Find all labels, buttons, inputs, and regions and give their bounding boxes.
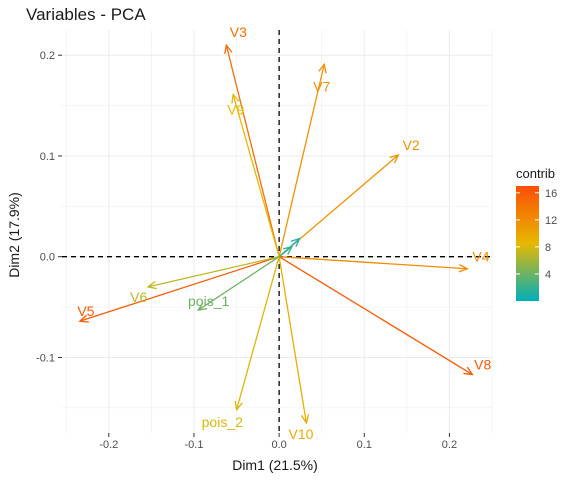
y-tick-label: 0.0 xyxy=(40,252,55,264)
label-v6: V6 xyxy=(130,289,147,305)
label-v9: V9 xyxy=(227,102,244,118)
y-tick-label: -0.1 xyxy=(36,352,55,364)
label-v5: V5 xyxy=(77,303,94,319)
y-axis-ticks: -0.1 0.0 0.1 0.2 xyxy=(36,50,62,364)
x-tick-label: -0.2 xyxy=(99,439,118,451)
x-tick-label: 0.1 xyxy=(357,439,372,451)
legend-title: contrib xyxy=(516,166,555,181)
label-v4: V4 xyxy=(472,249,489,265)
y-axis-title: Dim2 (17.9%) xyxy=(6,192,22,278)
grid xyxy=(62,30,492,433)
legend: contrib 4 8 12 16 xyxy=(516,166,557,301)
arrow-v10 xyxy=(279,257,309,423)
legend-tick-label: 4 xyxy=(545,269,551,281)
arrow-v5 xyxy=(80,257,279,322)
x-axis-title: Dim1 (21.5%) xyxy=(232,457,318,473)
label-v8: V8 xyxy=(474,356,491,372)
arrow-v6 xyxy=(148,257,279,289)
label-v7: V7 xyxy=(313,78,330,94)
x-axis-ticks: -0.2 -0.1 0.0 0.1 0.2 xyxy=(99,433,457,451)
label-pois_2: pois_2 xyxy=(202,414,243,430)
label-v2: V2 xyxy=(403,137,420,153)
x-tick-label: 0.0 xyxy=(271,439,286,451)
legend-tick-label: 16 xyxy=(545,188,557,200)
arrow-v4 xyxy=(279,257,467,272)
legend-tick-label: 12 xyxy=(545,215,557,227)
variable-arrows xyxy=(80,45,473,423)
legend-tick-label: 8 xyxy=(545,242,551,254)
x-tick-label: 0.2 xyxy=(442,439,457,451)
legend-colorbar xyxy=(516,186,539,301)
arrow-pois_2 xyxy=(235,257,279,410)
chart-title: Variables - PCA xyxy=(26,5,146,24)
arrow-v8 xyxy=(279,257,472,375)
arrow-v9 xyxy=(232,94,279,256)
reference-lines xyxy=(62,30,492,433)
label-v10: V10 xyxy=(288,426,313,442)
y-tick-label: 0.1 xyxy=(40,151,55,163)
label-pois_1: pois_1 xyxy=(188,293,229,309)
x-tick-label: -0.1 xyxy=(184,439,203,451)
y-tick-label: 0.2 xyxy=(40,50,55,62)
arrow-v3 xyxy=(225,45,279,257)
label-v3: V3 xyxy=(230,24,247,40)
